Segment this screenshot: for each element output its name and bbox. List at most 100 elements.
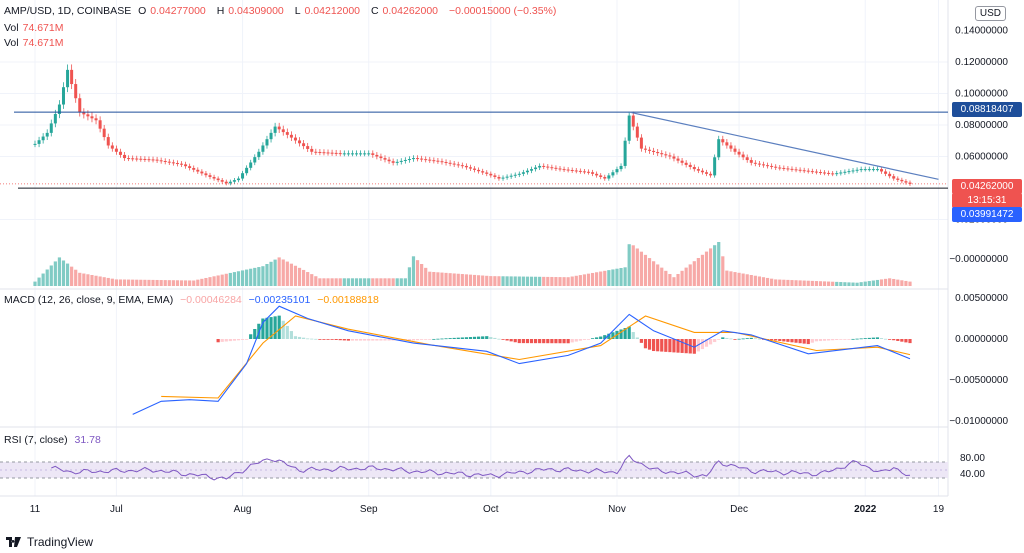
volume-bar (102, 277, 106, 286)
candle-body (306, 146, 310, 149)
volume-bar (346, 278, 350, 286)
macd-histogram-bar (265, 317, 269, 339)
volume-bar (635, 248, 639, 286)
volume-bar (135, 279, 139, 286)
candle-body (880, 169, 884, 172)
volume-bar (147, 279, 151, 286)
price-axis-label: 0.06000000 (955, 152, 1008, 163)
volume-bar (879, 279, 884, 286)
volume-bar (505, 276, 509, 286)
macd-histogram-bar (904, 339, 908, 343)
candle-body (896, 178, 900, 180)
volume-bar (680, 270, 684, 286)
volume-bar (269, 261, 273, 286)
macd-histogram-bar (497, 338, 501, 340)
macd-histogram-bar (855, 338, 859, 340)
candle-body (725, 142, 729, 146)
vol-value-1: 74.671M (22, 22, 64, 34)
candle-body (802, 170, 806, 172)
candle-body (806, 170, 810, 172)
candle-body (257, 151, 261, 158)
volume-bar (395, 278, 399, 286)
volume-bar (65, 263, 70, 286)
candle-body (558, 168, 562, 170)
volume-bar (257, 267, 261, 286)
volume-bar (118, 279, 123, 286)
volume-bar (90, 275, 94, 286)
volume-bar (326, 278, 330, 286)
candle-body (135, 158, 139, 160)
time-axis-label: Aug (234, 504, 252, 515)
vol-label-2[interactable]: Vol (4, 37, 19, 49)
candle-body (794, 169, 798, 171)
macd-histogram-bar (786, 339, 790, 342)
candle-body (489, 173, 493, 176)
time-axis-label: Nov (608, 504, 626, 515)
candle-body (761, 164, 765, 166)
macd-histogram-bar (757, 338, 762, 340)
macd-histogram-bar (330, 339, 334, 340)
candle-body (786, 168, 790, 170)
symbol-label[interactable]: AMP/USD, 1D, COINBASE (4, 5, 132, 17)
currency-button[interactable]: USD (974, 6, 1006, 21)
macd-histogram-bar (334, 339, 338, 340)
macd-histogram-bar (293, 336, 298, 339)
candle-body (212, 176, 216, 179)
macd-histogram-bar (436, 338, 440, 340)
volume-bar (623, 267, 627, 286)
candle-body (607, 175, 611, 179)
volume-bar (228, 272, 232, 286)
volume-bar (334, 278, 338, 286)
macd-histogram-bar (468, 337, 473, 339)
volume-bar (578, 275, 582, 286)
macd-histogram-bar (338, 339, 342, 341)
macd-histogram-bar (851, 338, 855, 340)
candle-body (546, 166, 550, 168)
candle-body (652, 150, 656, 152)
volume-bar (652, 261, 656, 286)
macd-signal-line (161, 315, 911, 399)
candle-body (839, 172, 843, 174)
volume-bar (550, 276, 554, 286)
volume-bar (139, 279, 143, 286)
candle-body (656, 152, 660, 154)
macd-histogram-bar (346, 339, 350, 341)
macd-label[interactable]: MACD (12, 26, close, 9, EMA, EMA) (4, 294, 174, 306)
volume-bars (33, 242, 912, 286)
candle-body (611, 172, 615, 176)
vol-label-1[interactable]: Vol (4, 22, 19, 34)
macd-histogram-bar (220, 339, 224, 342)
candle-body (220, 180, 224, 182)
macd-axis-label: 0.00000000 (955, 334, 1008, 345)
rsi-label[interactable]: RSI (7, close) (4, 434, 68, 446)
candle-body (37, 140, 41, 144)
volume-bar (399, 278, 403, 286)
legend-vol-row-2: Vol 74.671M (4, 37, 67, 49)
macd-histogram-bar (660, 339, 664, 352)
volume-bar (704, 251, 709, 286)
volume-bar (367, 278, 371, 286)
macd-histogram-bar (501, 339, 505, 340)
volume-bar (318, 278, 322, 286)
grid-lines (0, 0, 948, 496)
candle-body (627, 115, 631, 141)
volume-bar (782, 279, 786, 286)
candle-body (871, 169, 875, 171)
volume-bar (810, 280, 814, 286)
candle-body (603, 176, 607, 179)
volume-bar (440, 272, 444, 286)
volume-bar (273, 259, 277, 286)
volume-bar (45, 269, 49, 286)
macd-histogram-bar (420, 339, 424, 340)
volume-bar (875, 279, 880, 286)
axis-labels: 0.14000000 0.12000000 0.10000000 0.08000000… (30, 26, 1009, 516)
volume-bar (281, 259, 285, 286)
volume-bar (818, 281, 823, 286)
candle-body (114, 148, 118, 152)
macd-histogram-bar (240, 339, 245, 340)
volume-bar (420, 264, 424, 286)
tradingview-logo[interactable]: TradingView (6, 535, 93, 549)
macd-histogram-bar (249, 334, 253, 339)
macd-histogram-bar (623, 328, 627, 339)
